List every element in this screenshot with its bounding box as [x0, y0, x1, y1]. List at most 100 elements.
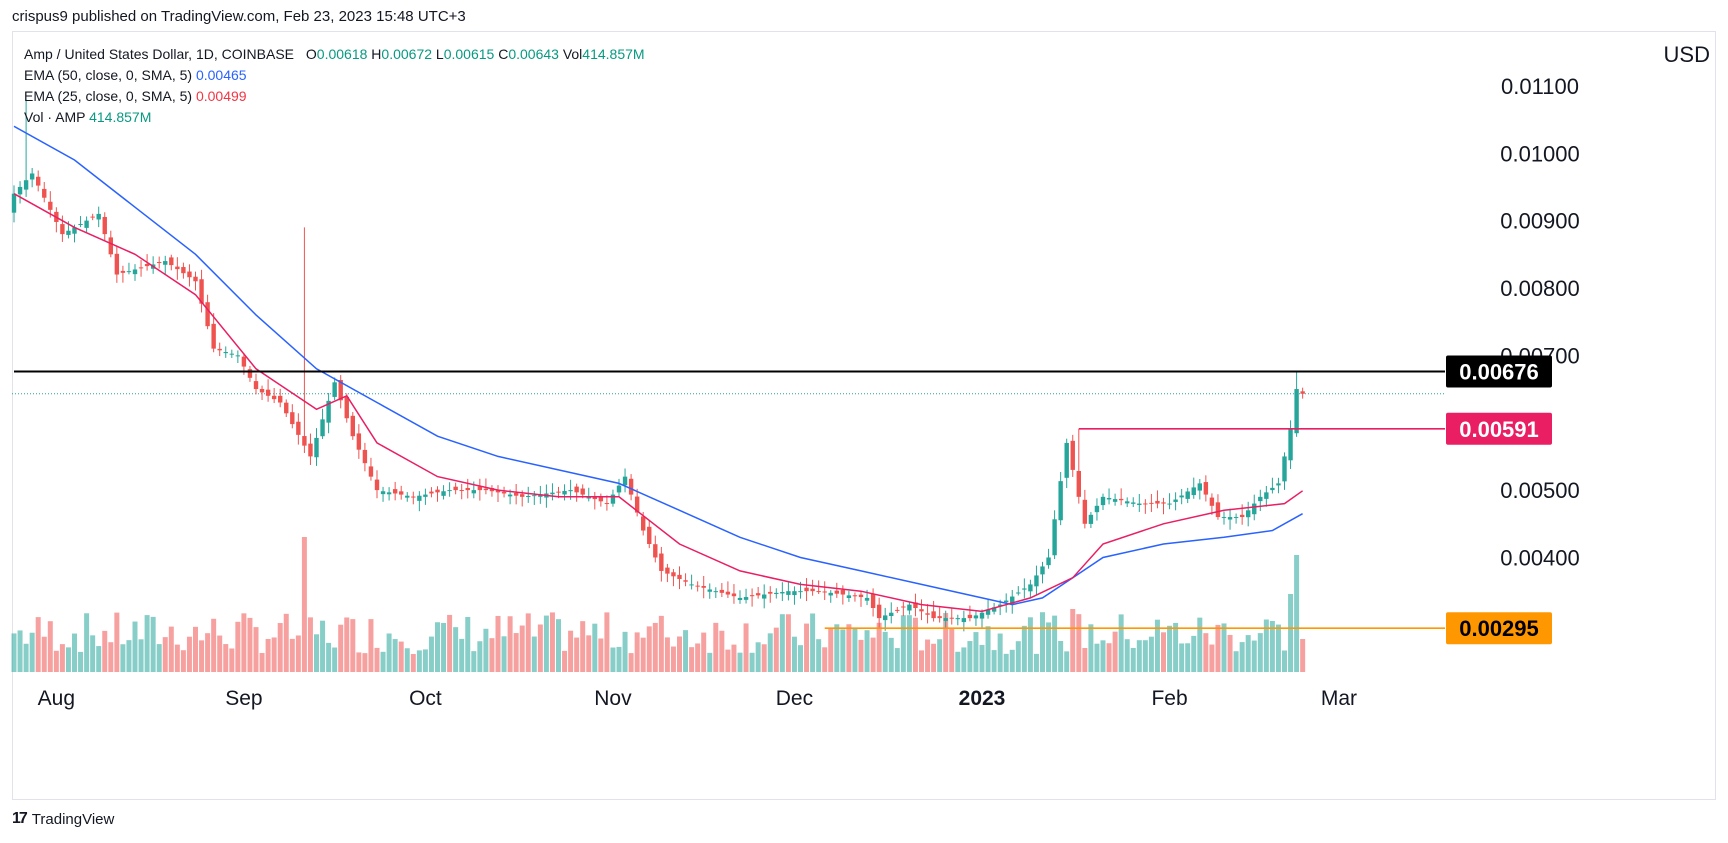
candle-body[interactable]	[1203, 482, 1209, 495]
candle-body[interactable]	[610, 494, 616, 504]
candle-body[interactable]	[211, 323, 216, 349]
candle-body[interactable]	[399, 491, 404, 495]
candle-body[interactable]	[1227, 517, 1233, 520]
candle-body[interactable]	[138, 267, 144, 269]
candle-body[interactable]	[501, 491, 507, 494]
candle-body[interactable]	[864, 597, 870, 601]
candle-body[interactable]	[1137, 503, 1142, 505]
candle-body[interactable]	[1270, 487, 1275, 491]
legend-volume-row[interactable]: Vol · AMP 414.857M	[24, 107, 645, 128]
candle-body[interactable]	[1094, 505, 1100, 513]
candle-body[interactable]	[1100, 496, 1106, 506]
candle-body[interactable]	[17, 186, 23, 195]
candle-body[interactable]	[937, 616, 942, 619]
candle-body[interactable]	[538, 494, 543, 497]
candle-body[interactable]	[380, 491, 386, 495]
candle-body[interactable]	[828, 592, 833, 596]
candle-body[interactable]	[568, 490, 573, 492]
candle-body[interactable]	[362, 449, 368, 464]
candle-body[interactable]	[901, 606, 906, 608]
candle-body[interactable]	[495, 490, 501, 493]
candle-body[interactable]	[193, 276, 198, 282]
candle-body[interactable]	[647, 526, 652, 544]
candle-body[interactable]	[296, 421, 301, 435]
candle-body[interactable]	[1058, 481, 1063, 521]
candle-body[interactable]	[435, 489, 440, 493]
candle-body[interactable]	[36, 176, 41, 186]
chart-frame[interactable]	[12, 31, 1716, 800]
candle-body[interactable]	[1040, 566, 1045, 575]
candle-body[interactable]	[743, 597, 749, 600]
candle-body[interactable]	[423, 494, 428, 497]
candle-body[interactable]	[217, 348, 222, 351]
candle-body[interactable]	[852, 595, 858, 597]
candle-body[interactable]	[66, 230, 71, 235]
candle-body[interactable]	[465, 487, 470, 491]
candle-body[interactable]	[102, 216, 107, 235]
candle-body[interactable]	[1258, 496, 1263, 502]
candle-body[interactable]	[1010, 596, 1015, 604]
candle-body[interactable]	[913, 602, 918, 608]
candle-body[interactable]	[223, 352, 228, 354]
candle-body[interactable]	[1034, 575, 1039, 587]
candle-body[interactable]	[132, 269, 138, 275]
candle-body[interactable]	[308, 443, 313, 457]
candle-body[interactable]	[120, 270, 126, 273]
candle-body[interactable]	[417, 495, 422, 501]
candle-body[interactable]	[949, 617, 954, 619]
candle-body[interactable]	[1276, 483, 1281, 486]
candle-body[interactable]	[405, 495, 410, 498]
candle-body[interactable]	[858, 594, 864, 598]
candle-body[interactable]	[411, 496, 416, 498]
candle-body[interactable]	[332, 382, 337, 397]
candle-body[interactable]	[895, 609, 900, 611]
candle-body[interactable]	[774, 592, 779, 595]
candle-body[interactable]	[943, 618, 948, 621]
candle-body[interactable]	[1300, 391, 1305, 394]
candle-body[interactable]	[985, 610, 991, 615]
candle-body[interactable]	[713, 591, 718, 593]
candle-body[interactable]	[1252, 503, 1257, 515]
ema25-line[interactable]	[13, 193, 1304, 613]
candle-body[interactable]	[846, 595, 852, 598]
candle-body[interactable]	[271, 395, 277, 400]
candle-body[interactable]	[247, 369, 253, 378]
candle-body[interactable]	[1191, 487, 1196, 496]
candle-body[interactable]	[532, 495, 537, 497]
candle-body[interactable]	[786, 591, 791, 595]
candle-body[interactable]	[344, 396, 349, 419]
candle-body[interactable]	[453, 486, 458, 491]
candle-body[interactable]	[919, 609, 924, 612]
candle-body[interactable]	[1028, 584, 1033, 592]
candle-body[interactable]	[1179, 495, 1184, 498]
candle-body[interactable]	[1239, 514, 1245, 518]
resistance-price-label-box[interactable]	[1446, 355, 1552, 388]
candle-body[interactable]	[762, 594, 767, 599]
candle-body[interactable]	[1149, 502, 1154, 504]
candle-body[interactable]	[386, 492, 392, 495]
candle-body[interactable]	[368, 466, 374, 477]
support-price-label-box[interactable]	[1446, 612, 1552, 645]
candle-body[interactable]	[1082, 499, 1088, 524]
candle-body[interactable]	[1143, 503, 1148, 505]
candle-body[interactable]	[979, 612, 985, 619]
candle-body[interactable]	[278, 395, 283, 403]
candle-body[interactable]	[1118, 498, 1124, 501]
candle-body[interactable]	[163, 261, 168, 265]
candle-body[interactable]	[326, 400, 331, 423]
candle-body[interactable]	[1246, 510, 1251, 518]
candle-body[interactable]	[622, 476, 628, 486]
candle-body[interactable]	[731, 593, 737, 597]
candle-body[interactable]	[241, 356, 247, 367]
candle-body[interactable]	[447, 490, 452, 492]
candle-body[interactable]	[526, 496, 531, 497]
candle-body[interactable]	[187, 271, 192, 278]
candle-body[interactable]	[374, 479, 380, 491]
candle-body[interactable]	[29, 173, 35, 180]
candle-body[interactable]	[356, 433, 362, 450]
candle-body[interactable]	[931, 611, 936, 619]
candle-body[interactable]	[1004, 600, 1009, 603]
candle-body[interactable]	[1221, 517, 1227, 519]
candle-body[interactable]	[284, 402, 289, 414]
candle-body[interactable]	[604, 503, 610, 505]
